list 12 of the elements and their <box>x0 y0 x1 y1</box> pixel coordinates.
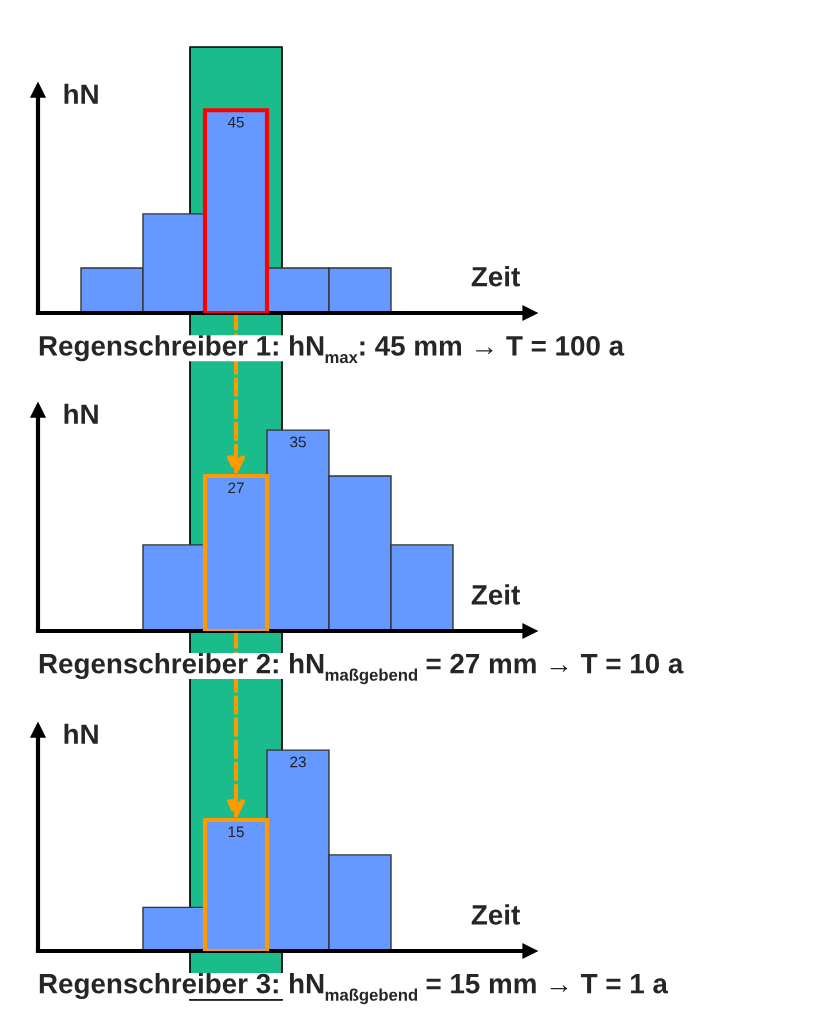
data-label: 35 <box>290 436 306 448</box>
y-axis-title: hN <box>64 83 98 104</box>
bar <box>142 906 206 951</box>
data-label: 45 <box>227 116 244 128</box>
y-axis-title: hN <box>64 403 98 424</box>
x-axis-title: Zeit <box>471 266 520 287</box>
data-label: 23 <box>290 756 306 768</box>
x-axis-title: Zeit <box>471 904 520 925</box>
x-axis-title: Zeit <box>471 584 520 605</box>
y-axis-title: hN <box>64 723 98 744</box>
data-label: 15 <box>228 826 244 838</box>
data-label: 27 <box>228 482 244 494</box>
